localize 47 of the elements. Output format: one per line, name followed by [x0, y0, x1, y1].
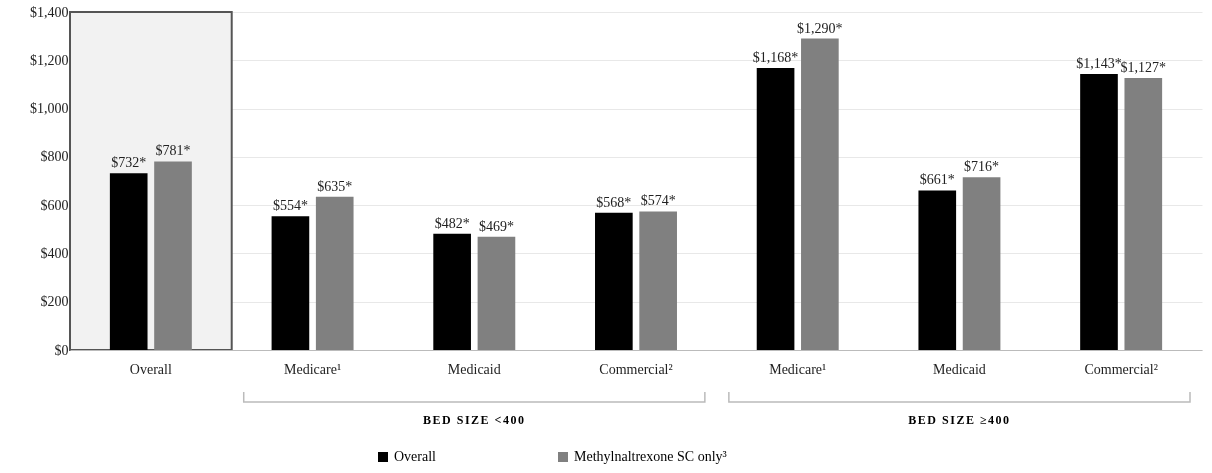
data-label: $482*	[434, 215, 470, 231]
data-label: $1,127*	[1120, 59, 1167, 75]
y-tick-label: $200	[40, 294, 69, 310]
bar	[1080, 74, 1118, 350]
bar	[109, 173, 148, 350]
data-label: $781*	[155, 143, 191, 159]
data-label: $554*	[272, 198, 308, 214]
x-tick-label: Commercial²	[599, 361, 673, 377]
x-tick-label: Medicare¹	[769, 361, 827, 377]
bar	[1124, 77, 1163, 350]
data-label: $574*	[640, 193, 676, 209]
bar	[477, 236, 516, 350]
bar	[801, 38, 839, 350]
text: BED SIZE ≥400	[908, 413, 1011, 427]
y-tick-label: $1,400	[30, 4, 69, 20]
bar	[756, 68, 795, 350]
x-tick-label: Overall	[129, 361, 172, 377]
y-tick-label: $1,200	[30, 52, 69, 68]
x-tick-label: Medicare¹	[284, 361, 342, 377]
data-label: $732*	[111, 155, 147, 171]
data-label: $1,290*	[797, 20, 843, 36]
data-label: $716*	[964, 159, 1000, 175]
bar	[639, 211, 677, 350]
bar	[918, 190, 957, 350]
x-tick-label: Medicaid	[932, 361, 986, 377]
data-label: $568*	[596, 194, 632, 210]
bar	[962, 177, 1001, 350]
y-tick-label: $0	[54, 342, 69, 358]
bar	[154, 161, 192, 350]
bar	[315, 196, 354, 350]
data-label: $469*	[478, 218, 514, 234]
text: BED SIZE <400	[423, 413, 526, 427]
x-tick-label: Medicaid	[447, 361, 501, 377]
x-tick-label: Commercial²	[1084, 361, 1158, 377]
data-label: $661*	[919, 172, 955, 188]
y-tick-label: $600	[40, 197, 69, 213]
y-tick-label: $1,000	[30, 101, 69, 117]
y-tick-label: $800	[40, 149, 69, 165]
bar	[433, 233, 471, 350]
bar	[271, 216, 310, 350]
data-label: $1,168*	[752, 50, 799, 66]
data-label: $1,143*	[1076, 56, 1122, 72]
data-label: $635*	[317, 178, 353, 194]
bar	[595, 212, 633, 350]
y-tick-label: $400	[40, 245, 69, 261]
legend-label: Methylnaltrexone SC only³	[574, 449, 727, 464]
legend-label: Overall	[394, 449, 437, 464]
